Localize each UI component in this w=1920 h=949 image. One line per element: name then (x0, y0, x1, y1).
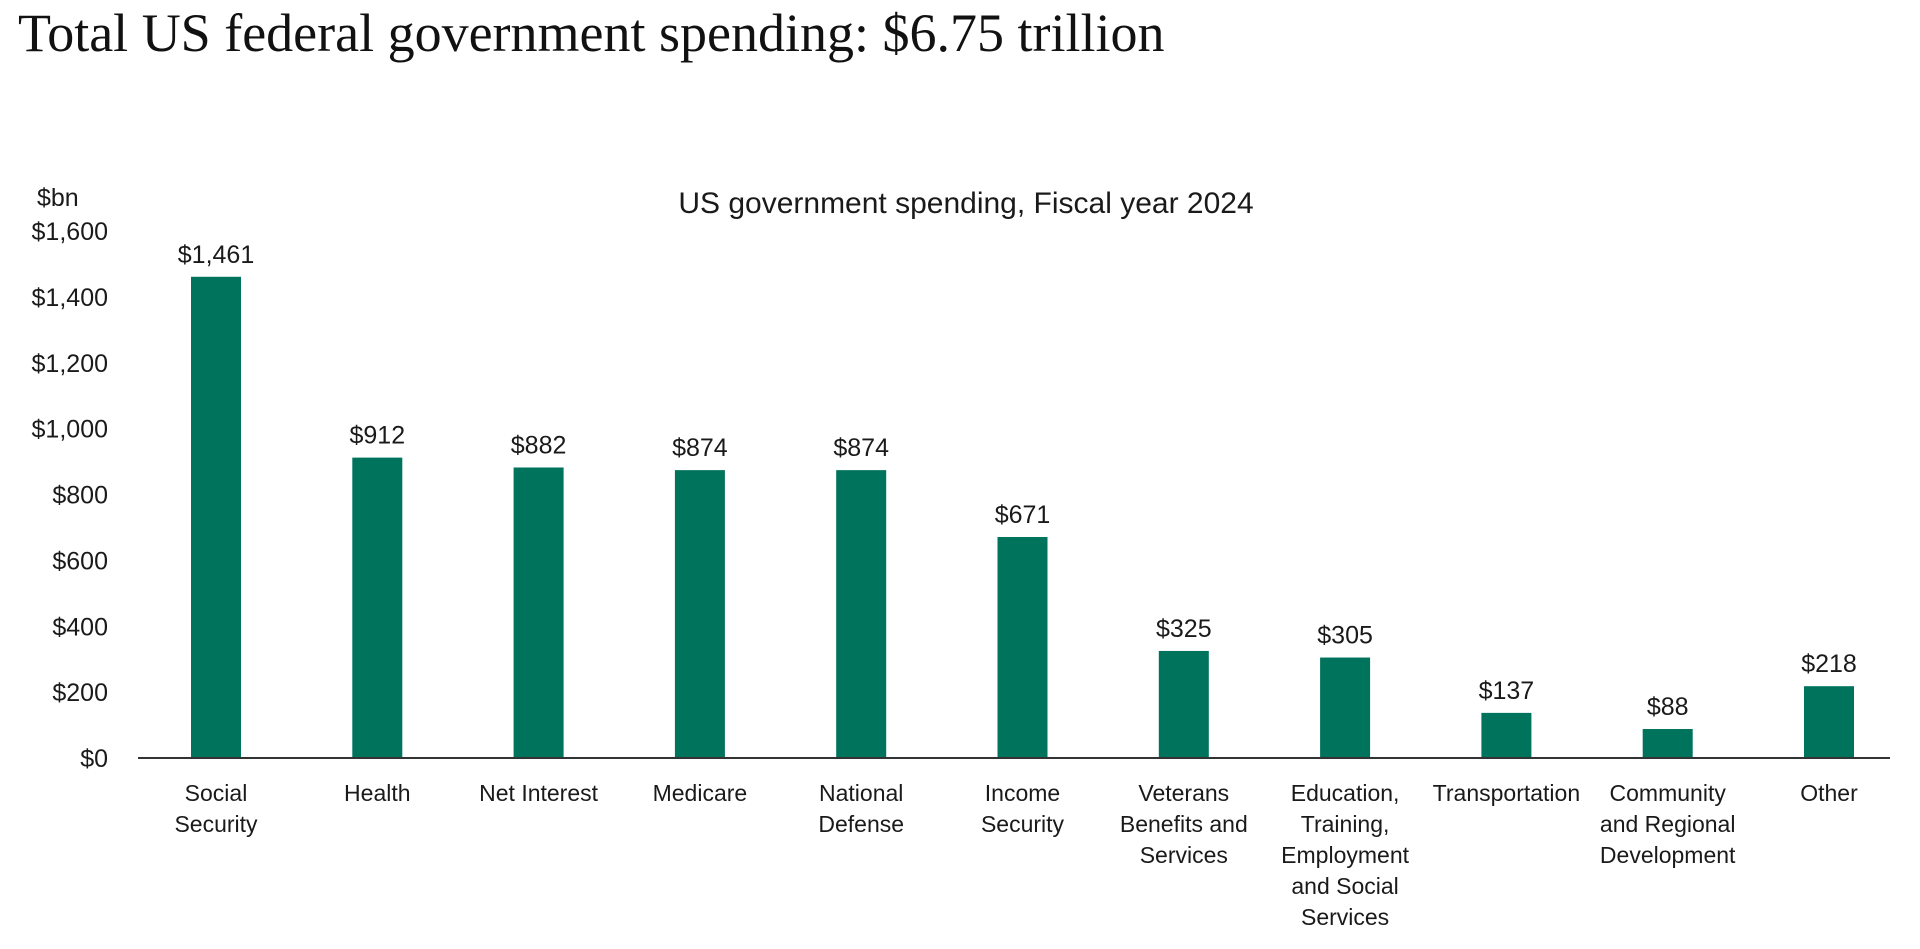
category-label-line: Development (1600, 842, 1736, 868)
y-tick-label: $1,400 (32, 284, 108, 312)
bar (1481, 712, 1532, 758)
data-label: $88 (1647, 693, 1689, 721)
category-label-line: and Social (1291, 873, 1398, 899)
category-label: Community and Regional Development (1600, 780, 1736, 868)
data-label: $874 (833, 434, 889, 462)
category-label: Education, Training, Employment and Social S… (1281, 780, 1409, 930)
bar (1642, 729, 1693, 758)
category-label-line: Other (1800, 780, 1858, 806)
category-label: Social Security (174, 780, 258, 837)
category-label: Health (344, 780, 410, 806)
page-title: Total US federal government spending: $6… (18, 3, 1165, 63)
category-label: National Defense (818, 780, 904, 837)
y-tick-label: $200 (52, 679, 108, 707)
bar (1158, 650, 1209, 758)
category-label-line: Income (985, 780, 1060, 806)
chart-title: US government spending, Fiscal year 2024 (678, 187, 1253, 220)
data-label: $137 (1479, 677, 1535, 705)
data-label: $882 (511, 431, 567, 459)
category-label-line: Security (981, 811, 1065, 837)
category-label: Medicare (653, 780, 748, 806)
bar (1804, 686, 1854, 758)
category-label: Income Security (981, 780, 1065, 837)
category-label-line: Health (344, 780, 410, 806)
y-tick-label: $1,600 (32, 218, 108, 246)
data-label: $912 (349, 422, 405, 450)
category-label-line: Defense (818, 811, 904, 837)
y-tick-label: $400 (52, 613, 108, 641)
category-label: Veterans Benefits and Services (1120, 780, 1248, 868)
bar (191, 276, 241, 758)
bar (674, 470, 725, 758)
bars-group (191, 276, 1854, 758)
y-tick-label: $600 (52, 547, 108, 575)
category-label: Other (1800, 780, 1858, 806)
category-label-line: Employment (1281, 842, 1409, 868)
y-tick-label: $800 (52, 482, 108, 510)
bar (997, 536, 1048, 758)
category-label-line: Benefits and (1120, 811, 1248, 837)
y-axis-unit-label: $bn (37, 184, 79, 212)
category-label-line: Transportation (1433, 780, 1580, 806)
bar (352, 457, 403, 758)
data-label: $325 (1156, 615, 1212, 643)
data-label: $874 (672, 434, 728, 462)
category-label-line: Training, (1301, 811, 1390, 837)
category-label-line: Community (1610, 780, 1727, 806)
y-tick-label: $0 (80, 745, 108, 773)
category-label: Net Interest (479, 780, 598, 806)
bar (836, 470, 887, 758)
y-tick-label: $1,200 (32, 350, 108, 378)
data-labels-group: $1,461 $912 $882 $874 $874 $671 $325 $305 $137 $8… (178, 241, 1857, 721)
category-label-line: Security (174, 811, 258, 837)
data-label: $1,461 (178, 241, 254, 269)
category-label-line: National (819, 780, 903, 806)
category-label-line: Social (185, 780, 248, 806)
bar (513, 467, 564, 758)
bar (1320, 657, 1371, 758)
category-label-line: Services (1140, 842, 1228, 868)
data-label: $218 (1801, 650, 1857, 678)
category-label-line: Medicare (653, 780, 748, 806)
data-label: $671 (995, 501, 1051, 529)
data-label: $305 (1317, 622, 1373, 650)
y-tick-label: $1,000 (32, 416, 108, 444)
category-label-line: Net Interest (479, 780, 598, 806)
category-label-line: and Regional (1600, 811, 1736, 837)
category-label-line: Education, (1291, 780, 1400, 806)
category-labels-group: Social Security Health Net Interest Medicare… (174, 780, 1858, 930)
category-label-line: Services (1301, 904, 1389, 930)
category-label-line: Veterans (1138, 780, 1229, 806)
category-label: Transportation (1433, 780, 1580, 806)
y-axis-ticks: $0 $200 $400 $600 $800 $1,000 $1,200 $1,400 $1,6… (32, 218, 108, 773)
